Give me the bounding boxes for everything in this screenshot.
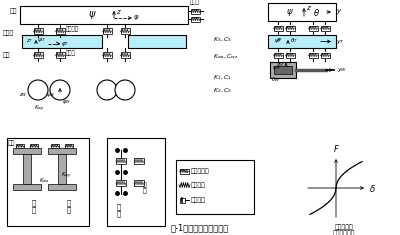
Text: 図-1　車両の力学モデル: 図-1 車両の力学モデル bbox=[171, 223, 229, 232]
Bar bbox=[268, 3, 336, 21]
Text: $\theta$: $\theta$ bbox=[312, 7, 320, 17]
Text: 連結器: 連結器 bbox=[189, 0, 199, 5]
Text: 輸軸: 輸軸 bbox=[3, 52, 10, 58]
Text: $z_W$: $z_W$ bbox=[276, 61, 284, 69]
Bar bbox=[102, 52, 112, 58]
Bar bbox=[102, 28, 112, 34]
Bar bbox=[308, 52, 318, 58]
Circle shape bbox=[50, 80, 70, 100]
Bar bbox=[13, 148, 41, 154]
Bar bbox=[320, 52, 330, 58]
Text: 台
車: 台 車 bbox=[32, 199, 36, 213]
Text: 台
車: 台 車 bbox=[143, 182, 147, 194]
Text: $z_T$: $z_T$ bbox=[276, 36, 283, 44]
Bar bbox=[51, 144, 59, 148]
Bar bbox=[180, 197, 185, 203]
Text: $K_{wy}$: $K_{wy}$ bbox=[61, 171, 72, 181]
Text: 車
体: 車 体 bbox=[67, 199, 71, 213]
Text: $K_2, C_2$: $K_2, C_2$ bbox=[213, 86, 232, 95]
Bar bbox=[176, 160, 254, 214]
Bar bbox=[116, 158, 126, 164]
Bar bbox=[180, 168, 188, 173]
Bar bbox=[308, 26, 318, 31]
Bar bbox=[20, 6, 188, 24]
Circle shape bbox=[28, 80, 48, 100]
Bar bbox=[320, 26, 330, 31]
Text: $\varphi$: $\varphi$ bbox=[133, 13, 140, 23]
Bar bbox=[7, 138, 89, 226]
Bar bbox=[48, 184, 76, 190]
Bar bbox=[270, 62, 296, 78]
Bar bbox=[191, 8, 200, 13]
Text: $K_1, C_1$: $K_1, C_1$ bbox=[213, 73, 232, 82]
Text: $y$: $y$ bbox=[336, 8, 342, 16]
Circle shape bbox=[115, 80, 135, 100]
Text: 線形ばね: 線形ばね bbox=[191, 182, 206, 188]
Bar bbox=[268, 35, 336, 48]
Bar bbox=[116, 180, 126, 186]
Bar bbox=[120, 28, 130, 34]
Text: 非線形ばね
（ストッパ）: 非線形ばね （ストッパ） bbox=[333, 224, 355, 235]
Text: $\psi$: $\psi$ bbox=[286, 7, 294, 17]
Bar bbox=[134, 158, 144, 164]
Bar bbox=[34, 28, 42, 34]
Bar bbox=[16, 144, 24, 148]
Text: $\varphi_T$: $\varphi_T$ bbox=[61, 39, 69, 47]
Circle shape bbox=[97, 80, 117, 100]
Text: $\delta$: $\delta$ bbox=[369, 183, 376, 193]
Bar bbox=[13, 184, 41, 190]
Text: $K_3, C_3$: $K_3, C_3$ bbox=[213, 35, 232, 44]
Bar bbox=[286, 26, 294, 31]
Text: 軸ばね: 軸ばね bbox=[66, 50, 76, 56]
Text: 台
車: 台 車 bbox=[117, 203, 121, 217]
Text: $z$: $z$ bbox=[306, 4, 312, 12]
Text: 空気ばね: 空気ばね bbox=[66, 26, 79, 32]
Text: 車体: 車体 bbox=[10, 8, 17, 14]
Text: $z_W$: $z_W$ bbox=[20, 91, 28, 99]
Text: $\psi$: $\psi$ bbox=[88, 9, 96, 21]
Bar bbox=[23, 154, 31, 184]
Text: $K_{wx}$: $K_{wx}$ bbox=[39, 176, 50, 185]
Bar bbox=[30, 144, 38, 148]
Bar bbox=[134, 180, 144, 186]
Bar bbox=[274, 52, 282, 58]
Bar bbox=[274, 26, 282, 31]
Bar bbox=[191, 16, 200, 21]
Bar bbox=[34, 52, 42, 58]
Bar bbox=[120, 52, 130, 58]
Text: $\psi_W$: $\psi_W$ bbox=[272, 64, 281, 72]
Text: $\psi_T$: $\psi_T$ bbox=[274, 37, 282, 45]
Text: ダンパー: ダンパー bbox=[191, 197, 206, 203]
Text: $z_T$: $z_T$ bbox=[26, 37, 34, 45]
Text: $y_W$: $y_W$ bbox=[337, 66, 347, 74]
Bar bbox=[128, 35, 186, 48]
Text: $z$: $z$ bbox=[116, 8, 122, 16]
Bar bbox=[56, 52, 64, 58]
Text: $K_{wz}, C_{wz}$: $K_{wz}, C_{wz}$ bbox=[213, 52, 239, 61]
Text: $\varphi_W$: $\varphi_W$ bbox=[62, 98, 71, 106]
Bar bbox=[65, 144, 73, 148]
Text: $\psi_T$: $\psi_T$ bbox=[37, 36, 46, 44]
Bar bbox=[56, 28, 64, 34]
Bar bbox=[274, 66, 292, 74]
Text: $y_T$: $y_T$ bbox=[336, 38, 345, 46]
Bar bbox=[22, 35, 102, 48]
Bar bbox=[58, 154, 66, 184]
Text: $\theta_W$: $\theta_W$ bbox=[271, 75, 281, 84]
Text: $F$: $F$ bbox=[332, 143, 340, 154]
Text: 輸軸: 輸軸 bbox=[8, 140, 16, 146]
Text: $\psi_W$: $\psi_W$ bbox=[46, 91, 55, 99]
Bar bbox=[107, 138, 165, 226]
Text: $K_{wy}$: $K_{wy}$ bbox=[34, 104, 46, 114]
Text: $\theta_T$: $\theta_T$ bbox=[290, 36, 298, 45]
Text: 非線形ばね: 非線形ばね bbox=[191, 168, 210, 174]
Bar bbox=[48, 148, 76, 154]
Bar bbox=[286, 52, 294, 58]
Text: 台車枚: 台車枚 bbox=[3, 30, 14, 36]
